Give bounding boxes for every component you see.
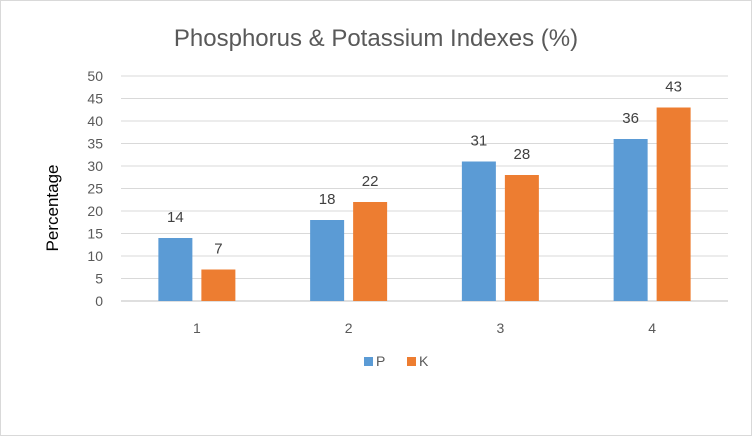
bar-K-3 — [504, 175, 539, 301]
legend-label-K: K — [419, 353, 429, 369]
y-tick-label: 40 — [87, 113, 103, 129]
x-tick-label: 3 — [496, 320, 504, 336]
data-label: 28 — [514, 146, 531, 163]
y-axis-label: Percentage — [43, 165, 62, 252]
data-label: 36 — [622, 110, 639, 127]
bar-K-1 — [201, 269, 236, 301]
y-tick-label: 20 — [87, 203, 103, 219]
bar-P-2 — [310, 220, 345, 301]
data-label: 18 — [319, 191, 336, 208]
y-tick-label: 5 — [95, 271, 103, 287]
chart-title: Phosphorus & Potassium Indexes (%) — [174, 25, 578, 52]
data-label: 7 — [214, 241, 222, 258]
y-tick-label: 45 — [87, 91, 103, 107]
x-tick-label: 2 — [345, 320, 353, 336]
bar-P-1 — [158, 238, 193, 301]
y-tick-labels: 0 5 10 15 20 25 30 35 40 45 50 — [87, 68, 103, 309]
data-label: 43 — [665, 79, 682, 96]
y-tick-label: 25 — [87, 181, 103, 197]
legend-swatch-K — [407, 357, 416, 366]
bar-K-2 — [353, 202, 388, 301]
bar-K-4 — [656, 107, 691, 301]
data-label: 22 — [362, 173, 379, 190]
bar-P-4 — [613, 139, 648, 301]
x-tick-labels: 1 2 3 4 — [193, 320, 656, 336]
data-labels: 14 7 18 22 31 28 36 43 — [167, 79, 682, 258]
y-tick-label: 30 — [87, 158, 103, 174]
legend-swatch-P — [364, 357, 373, 366]
y-tick-label: 35 — [87, 136, 103, 152]
y-tick-label: 0 — [95, 293, 103, 309]
y-tick-label: 15 — [87, 226, 103, 242]
data-label: 14 — [167, 209, 184, 226]
y-tick-label: 10 — [87, 248, 103, 264]
x-tick-label: 4 — [648, 320, 656, 336]
bars — [158, 107, 691, 301]
legend-label-P: P — [376, 353, 385, 369]
bar-P-3 — [461, 161, 496, 301]
data-label: 31 — [471, 133, 488, 150]
y-tick-label: 50 — [87, 68, 103, 84]
x-tick-label: 1 — [193, 320, 201, 336]
